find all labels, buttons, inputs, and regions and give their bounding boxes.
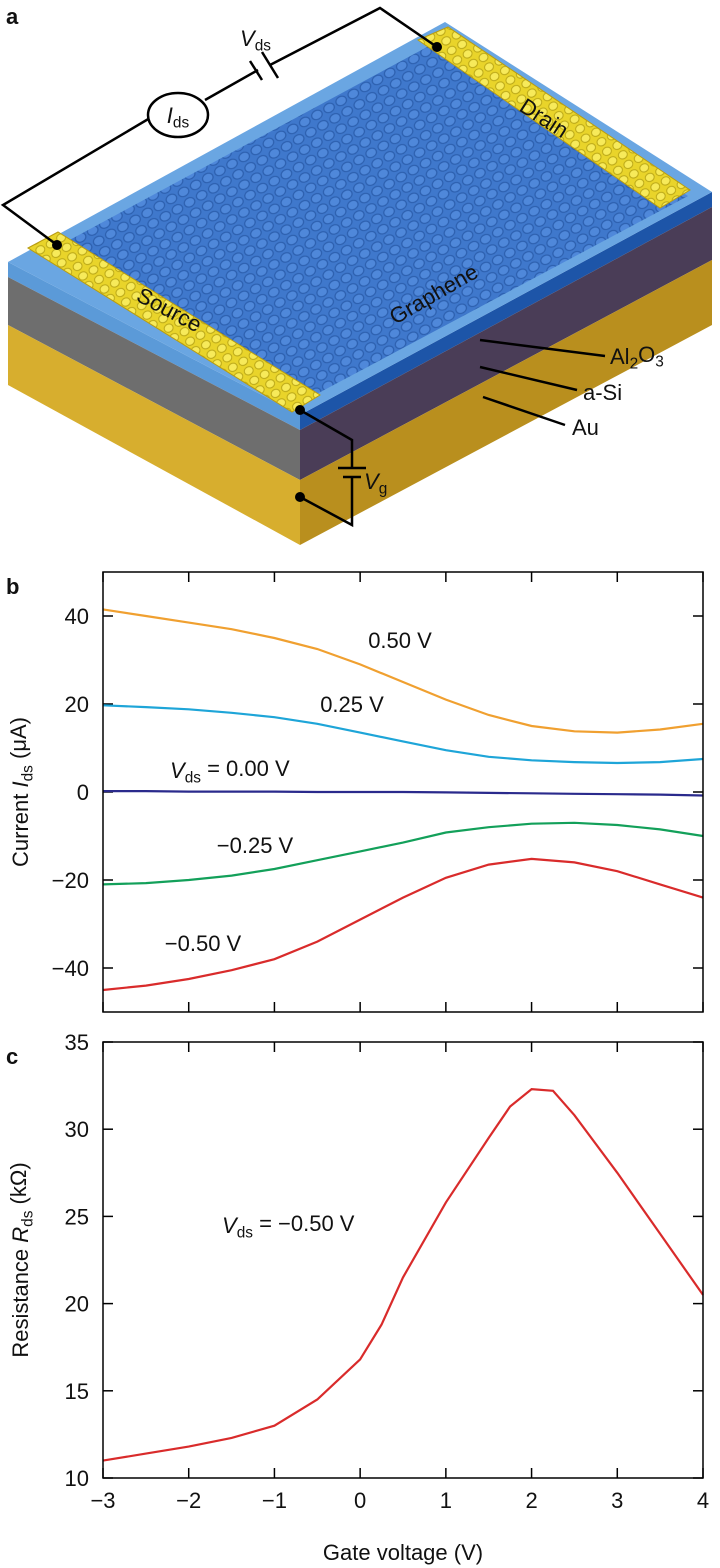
y-tick-label: 35 xyxy=(65,1030,89,1055)
text-part: V xyxy=(222,1213,239,1238)
x-tick-label: 2 xyxy=(525,1488,537,1513)
text-part: Resistance xyxy=(8,1243,33,1358)
data-line xyxy=(102,1087,704,1462)
graphene-sheet xyxy=(40,40,688,404)
y-tick-label: 30 xyxy=(65,1117,89,1142)
y-tick-label: −20 xyxy=(52,868,89,893)
al2o3-label: Al2O3 xyxy=(610,342,664,373)
x-axis-label: Gate voltage (V) xyxy=(323,1540,483,1565)
text-part: 0.50 V xyxy=(368,628,432,653)
vds-label: Vds xyxy=(240,26,271,55)
text-part: (μA) xyxy=(6,717,31,765)
text-part: −0.50 V xyxy=(165,931,242,956)
data-line xyxy=(102,821,704,886)
asi-label: a-Si xyxy=(583,380,622,405)
au-label: Au xyxy=(572,415,599,440)
terminals xyxy=(52,42,442,502)
text-part: = 0.00 V xyxy=(201,756,290,781)
panel-label: b xyxy=(6,574,19,599)
silicon-front xyxy=(8,277,300,480)
text-part: (kΩ) xyxy=(6,1162,31,1210)
plot-frame xyxy=(102,1041,704,1479)
series-label: 0.25 V xyxy=(320,692,384,717)
y-tick-label: 20 xyxy=(65,692,89,717)
text-part: 2 xyxy=(630,356,639,373)
y-tick-label: −40 xyxy=(52,956,89,981)
text-part: ds xyxy=(237,1225,254,1242)
y-tick-label: 10 xyxy=(65,1466,89,1491)
x-tick-label: 0 xyxy=(354,1488,366,1513)
x-tick-label: −3 xyxy=(90,1488,115,1513)
device-diagram xyxy=(0,6,712,545)
ids-label: Ids xyxy=(167,103,190,132)
text-part: O xyxy=(638,342,655,367)
text-part: ds xyxy=(20,1210,37,1227)
text-part: I xyxy=(167,103,173,128)
y-tick-label: 15 xyxy=(65,1379,89,1404)
x-tick-label: 4 xyxy=(697,1488,709,1513)
text-part: ds xyxy=(255,38,272,55)
series-label: Vds = −0.50 V xyxy=(222,1211,355,1242)
text-part: 0.25 V xyxy=(320,692,384,717)
x-tick-label: −1 xyxy=(262,1488,287,1513)
plot-frame xyxy=(102,571,704,1013)
text-part: R xyxy=(8,1227,33,1243)
y-tick-label: 0 xyxy=(77,780,89,805)
panel-label: a xyxy=(6,4,19,29)
text-part: −0.25 V xyxy=(217,833,294,858)
text-part: ds xyxy=(20,765,37,782)
gold-side xyxy=(300,260,712,545)
y-tick-label: 20 xyxy=(65,1292,89,1317)
x-tick-label: 1 xyxy=(440,1488,452,1513)
y-tick-label: 40 xyxy=(65,604,89,629)
circuit xyxy=(0,6,606,528)
text-part: ds xyxy=(173,115,190,132)
data-line xyxy=(102,857,704,992)
text-part: Current xyxy=(8,788,33,867)
text-part: V xyxy=(240,26,257,51)
text-part: I xyxy=(8,781,33,787)
gold-front xyxy=(8,325,300,545)
drain-electrode xyxy=(416,26,691,209)
text-part: 3 xyxy=(655,354,664,371)
series-label: −0.50 V xyxy=(165,931,242,956)
text-part: Al xyxy=(610,344,630,369)
x-tick-label: −2 xyxy=(176,1488,201,1513)
y-axis-label: Current Ids (μA) xyxy=(6,717,37,867)
text-part: ds xyxy=(185,770,202,787)
data-line xyxy=(102,704,704,765)
text-part: g xyxy=(379,481,388,498)
oxide-front xyxy=(8,262,300,430)
y-tick-label: 25 xyxy=(65,1204,89,1229)
vg-label: Vg xyxy=(364,469,387,498)
y-axis-label: Resistance Rds (kΩ) xyxy=(6,1162,37,1357)
x-tick-label: 3 xyxy=(611,1488,623,1513)
series-label: Vds = 0.00 V xyxy=(170,756,290,787)
text-part: V xyxy=(364,469,381,494)
data-line xyxy=(102,608,704,734)
series-label: 0.50 V xyxy=(368,628,432,653)
text-part: V xyxy=(170,758,187,783)
panel-label: c xyxy=(6,1044,18,1069)
data-line xyxy=(103,790,704,797)
oxide-side xyxy=(300,192,712,430)
series-label: −0.25 V xyxy=(217,833,294,858)
text-part: = −0.50 V xyxy=(253,1211,355,1236)
